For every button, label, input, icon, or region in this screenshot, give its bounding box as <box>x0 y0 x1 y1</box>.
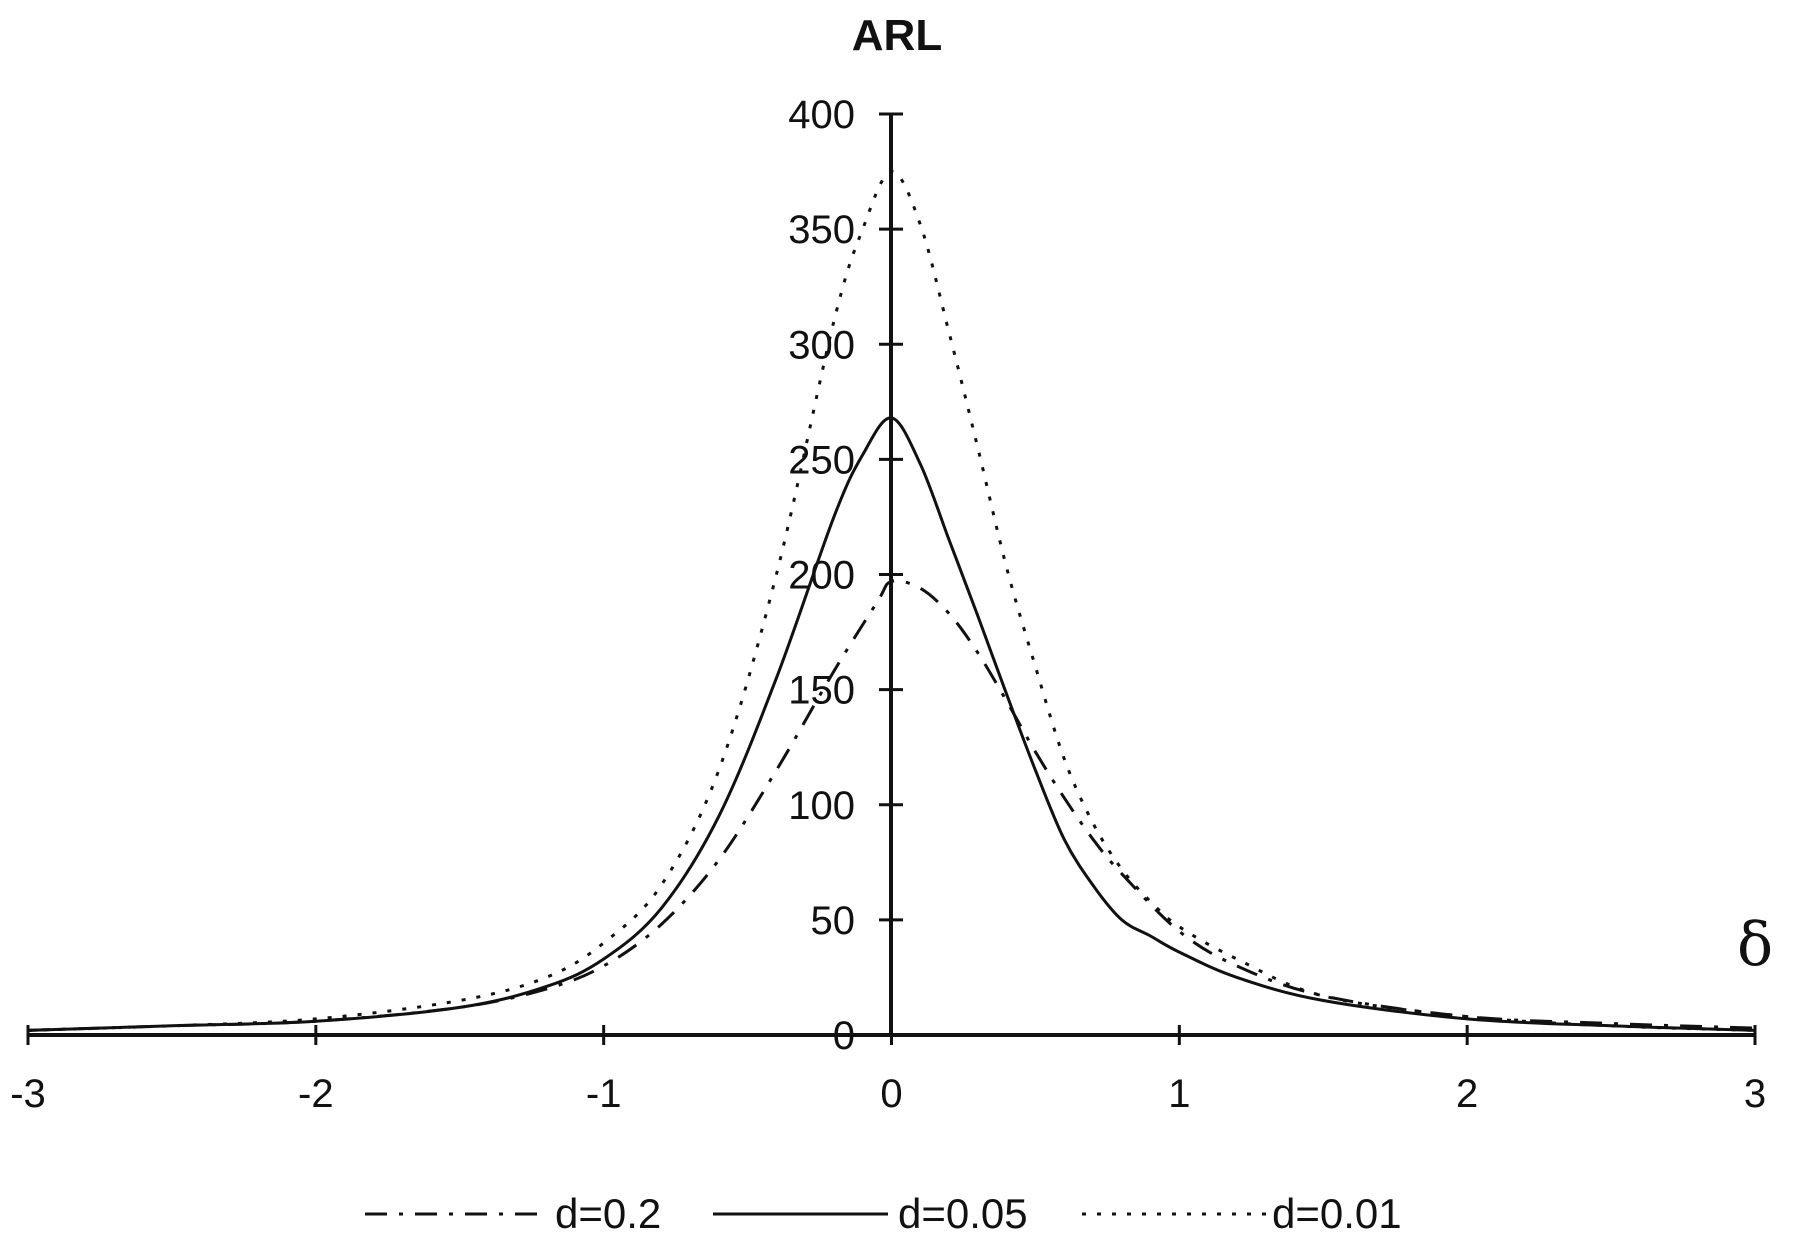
legend: d=0.2 d=0.05 d=0.01 <box>365 1190 1402 1237</box>
x-axis-title: δ <box>1737 910 1773 980</box>
x-tick-label: -1 <box>586 1072 622 1116</box>
x-tick-label: 1 <box>1168 1072 1190 1116</box>
x-tick-label: 0 <box>880 1072 902 1116</box>
series-layer <box>27 170 1756 1032</box>
legend-label-0: d=0.2 <box>555 1190 661 1237</box>
legend-label-1: d=0.05 <box>898 1190 1028 1237</box>
y-tick-label: 350 <box>788 208 855 252</box>
series-line-1 <box>27 416 1756 1032</box>
legend-label-2: d=0.01 <box>1272 1190 1402 1237</box>
x-tick-label: 2 <box>1456 1072 1478 1116</box>
y-tick-label: 100 <box>788 784 855 828</box>
x-tick-label: -3 <box>10 1072 46 1116</box>
y-tick-label: 400 <box>788 93 855 137</box>
x-axis: -3 -2 -1 0 1 2 3 <box>10 1025 1766 1116</box>
y-tick-label: 0 <box>833 1014 855 1058</box>
y-axis: 0 50 100 150 200 250 300 350 400 <box>788 93 903 1058</box>
x-tick-label: -2 <box>298 1072 334 1116</box>
y-tick-label: 200 <box>788 554 855 598</box>
y-tick-label: 250 <box>788 438 855 482</box>
y-tick-label: 300 <box>788 323 855 367</box>
y-axis-title: ARL <box>852 11 942 60</box>
y-tick-label: 50 <box>811 899 856 943</box>
y-tick-label: 150 <box>788 669 855 713</box>
x-tick-label: 3 <box>1744 1072 1766 1116</box>
